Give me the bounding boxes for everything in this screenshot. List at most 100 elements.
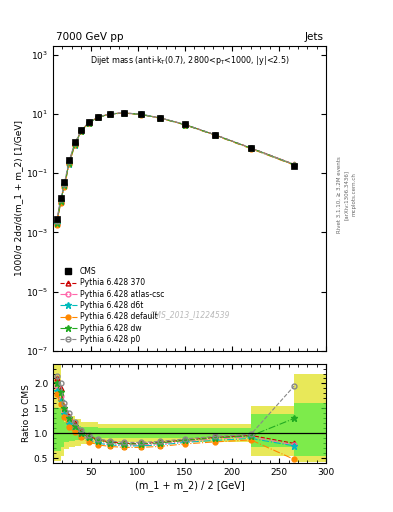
Pythia 6.428 d6t xyxy=(248,145,253,152)
CMS xyxy=(86,119,91,125)
Pythia 6.428 p0 xyxy=(62,180,67,186)
Pythia 6.428 370 xyxy=(213,132,217,138)
Line: Pythia 6.428 default: Pythia 6.428 default xyxy=(54,111,297,227)
CMS xyxy=(62,179,67,185)
Pythia 6.428 atlas-csc xyxy=(138,111,143,117)
Pythia 6.428 default xyxy=(67,161,72,167)
Pythia 6.428 p0 xyxy=(158,115,163,121)
CMS xyxy=(183,121,187,127)
Pythia 6.428 p0 xyxy=(86,119,91,125)
Pythia 6.428 atlas-csc xyxy=(55,221,59,227)
Line: Pythia 6.428 p0: Pythia 6.428 p0 xyxy=(54,111,297,223)
Pythia 6.428 370 xyxy=(248,145,253,151)
Pythia 6.428 dw xyxy=(183,121,187,127)
Pythia 6.428 default xyxy=(121,110,126,116)
Text: 7000 GeV pp: 7000 GeV pp xyxy=(56,32,123,41)
Pythia 6.428 p0 xyxy=(138,111,143,117)
Pythia 6.428 atlas-csc xyxy=(86,120,91,126)
Pythia 6.428 d6t xyxy=(213,132,217,138)
Pythia 6.428 p0 xyxy=(292,161,297,167)
Pythia 6.428 d6t xyxy=(158,115,163,121)
Pythia 6.428 d6t xyxy=(121,110,126,116)
Pythia 6.428 d6t xyxy=(138,112,143,118)
CMS xyxy=(96,114,101,120)
Pythia 6.428 d6t xyxy=(62,183,67,189)
Pythia 6.428 default xyxy=(248,145,253,152)
Pythia 6.428 dw xyxy=(121,110,126,116)
Pythia 6.428 default xyxy=(62,184,67,190)
Pythia 6.428 d6t xyxy=(79,128,84,134)
CMS xyxy=(67,157,72,163)
Pythia 6.428 370 xyxy=(67,159,72,165)
Pythia 6.428 p0 xyxy=(96,114,101,120)
CMS xyxy=(121,110,126,116)
CMS xyxy=(107,111,112,117)
Pythia 6.428 atlas-csc xyxy=(107,111,112,117)
Pythia 6.428 370 xyxy=(292,161,297,167)
Pythia 6.428 p0 xyxy=(72,140,77,146)
CMS xyxy=(55,216,59,222)
CMS xyxy=(292,163,297,169)
Pythia 6.428 dw xyxy=(213,132,217,138)
Pythia 6.428 dw xyxy=(158,115,163,121)
Pythia 6.428 370 xyxy=(107,111,112,117)
Pythia 6.428 default xyxy=(86,120,91,126)
Pythia 6.428 370 xyxy=(121,110,126,116)
Pythia 6.428 p0 xyxy=(107,111,112,117)
CMS xyxy=(79,126,84,133)
Pythia 6.428 370 xyxy=(183,121,187,127)
Pythia 6.428 370 xyxy=(86,119,91,125)
Pythia 6.428 d6t xyxy=(55,221,59,227)
Pythia 6.428 d6t xyxy=(183,122,187,128)
Pythia 6.428 p0 xyxy=(183,121,187,127)
Text: [arXiv:1306.3436]: [arXiv:1306.3436] xyxy=(344,169,349,220)
Pythia 6.428 p0 xyxy=(79,127,84,133)
Pythia 6.428 dw xyxy=(86,120,91,126)
Pythia 6.428 p0 xyxy=(58,196,63,202)
Pythia 6.428 default xyxy=(183,122,187,128)
CMS xyxy=(72,139,77,145)
Text: Dijet mass (anti-k$_\mathrm{T}$(0.7), 2800<p$_\mathrm{T}$<1000, |y|<2.5): Dijet mass (anti-k$_\mathrm{T}$(0.7), 28… xyxy=(90,54,289,67)
Text: Rivet 3.1.10, ≥ 3.2M events: Rivet 3.1.10, ≥ 3.2M events xyxy=(336,156,341,233)
Pythia 6.428 d6t xyxy=(58,199,63,205)
Line: Pythia 6.428 atlas-csc: Pythia 6.428 atlas-csc xyxy=(54,111,297,226)
Pythia 6.428 370 xyxy=(72,141,77,147)
Pythia 6.428 default xyxy=(96,114,101,120)
Pythia 6.428 dw xyxy=(58,198,63,204)
Line: CMS: CMS xyxy=(54,110,297,222)
Line: Pythia 6.428 d6t: Pythia 6.428 d6t xyxy=(54,110,297,227)
Pythia 6.428 dw xyxy=(292,162,297,168)
Y-axis label: 1000/σ 2dσ/d(m_1 + m_2) [1/GeV]: 1000/σ 2dσ/d(m_1 + m_2) [1/GeV] xyxy=(14,120,23,276)
Y-axis label: Ratio to CMS: Ratio to CMS xyxy=(22,385,31,442)
Pythia 6.428 dw xyxy=(107,111,112,117)
CMS xyxy=(248,145,253,152)
Pythia 6.428 370 xyxy=(58,198,63,204)
Pythia 6.428 dw xyxy=(62,182,67,188)
Text: mcplots.cern.ch: mcplots.cern.ch xyxy=(351,173,356,217)
Pythia 6.428 atlas-csc xyxy=(292,162,297,168)
Pythia 6.428 p0 xyxy=(248,145,253,151)
Pythia 6.428 atlas-csc xyxy=(58,199,63,205)
Pythia 6.428 370 xyxy=(55,219,59,225)
Pythia 6.428 370 xyxy=(138,111,143,117)
Pythia 6.428 default xyxy=(138,112,143,118)
Pythia 6.428 p0 xyxy=(55,218,59,224)
CMS xyxy=(138,111,143,117)
Pythia 6.428 dw xyxy=(72,141,77,147)
Pythia 6.428 atlas-csc xyxy=(72,141,77,147)
Pythia 6.428 atlas-csc xyxy=(158,115,163,121)
Text: Jets: Jets xyxy=(305,32,323,41)
Pythia 6.428 dw xyxy=(138,111,143,117)
Pythia 6.428 atlas-csc xyxy=(213,132,217,138)
Pythia 6.428 default xyxy=(292,162,297,168)
Pythia 6.428 atlas-csc xyxy=(79,128,84,134)
Pythia 6.428 atlas-csc xyxy=(67,160,72,166)
Pythia 6.428 p0 xyxy=(121,110,126,116)
Pythia 6.428 370 xyxy=(62,181,67,187)
Text: CMS_2013_I1224539: CMS_2013_I1224539 xyxy=(149,310,230,318)
Pythia 6.428 default xyxy=(79,129,84,135)
Pythia 6.428 default xyxy=(55,222,59,228)
Pythia 6.428 d6t xyxy=(72,142,77,148)
CMS xyxy=(158,115,163,121)
Pythia 6.428 atlas-csc xyxy=(96,114,101,120)
